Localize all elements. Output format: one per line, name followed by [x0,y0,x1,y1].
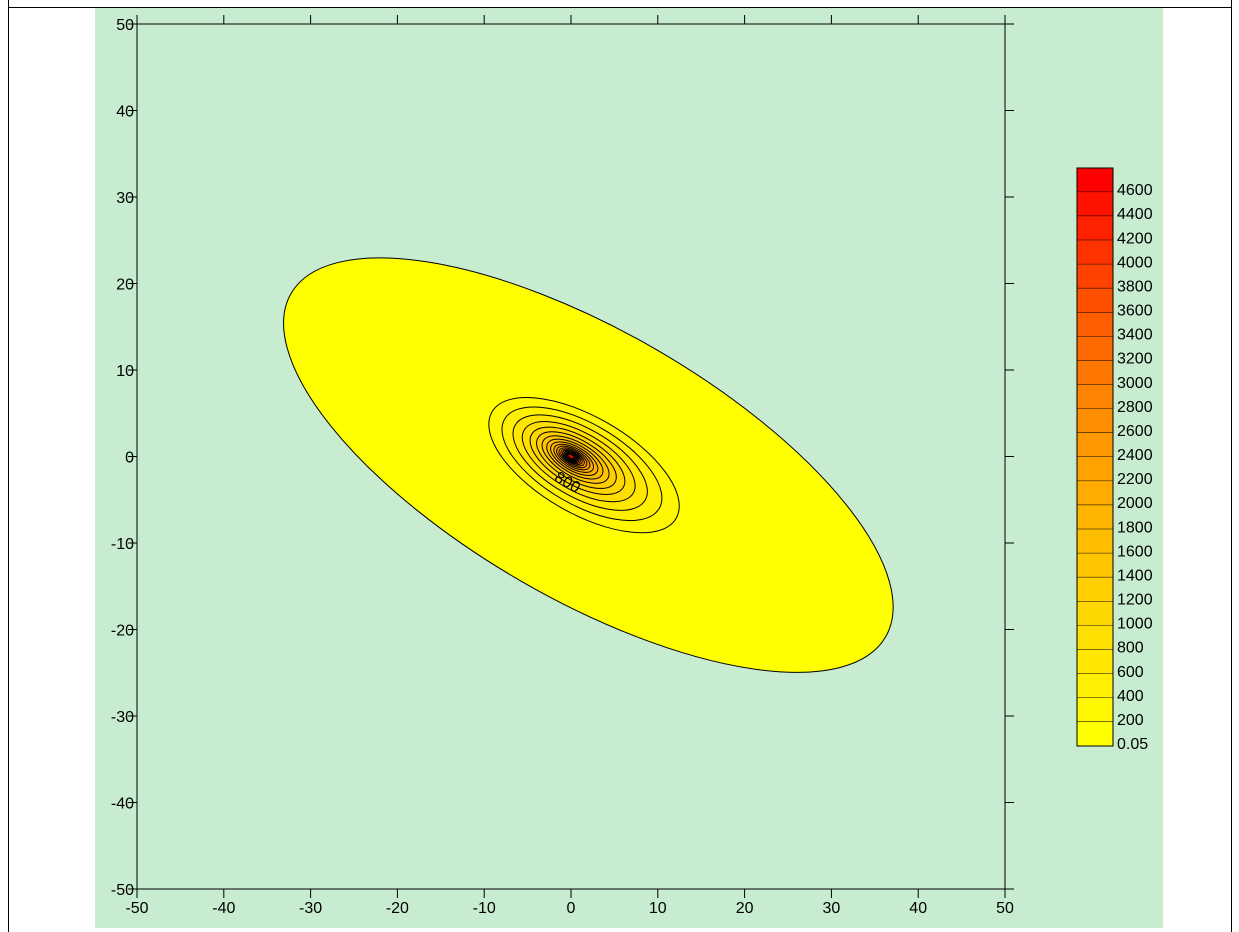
x-tick-label: 0 [567,900,576,917]
colorbar-label: 1600 [1117,543,1153,560]
colorbar-label: 1000 [1117,616,1153,633]
colorbar-swatch [1077,601,1113,626]
y-tick-label: 10 [116,363,134,380]
colorbar-label: 2200 [1117,471,1153,488]
colorbar-frame [1076,167,1114,747]
colorbar-swatch [1077,529,1113,554]
y-tick-label: 50 [116,17,134,34]
colorbar-swatch [1077,216,1113,241]
colorbar-label: 800 [1117,640,1144,657]
colorbar-swatch [1077,408,1113,433]
x-tick-label: 30 [823,900,841,917]
colorbar-label: 1200 [1117,592,1153,609]
y-tick-label: -20 [111,623,134,640]
x-tick-label: -40 [212,900,235,917]
colorbar-swatch [1077,288,1113,313]
colorbar-swatch [1077,336,1113,361]
y-tick-label: 0 [125,450,134,467]
colorbar-label: 3800 [1117,278,1153,295]
colorbar-label: 4600 [1117,182,1153,199]
x-tick-label: 50 [996,900,1014,917]
colorbar-label: 2400 [1117,447,1153,464]
y-tick-label: -40 [111,796,134,813]
colorbar-label: 2000 [1117,495,1153,512]
colorbar-swatch [1077,697,1113,722]
x-tick-label: -50 [125,900,148,917]
colorbar-swatch [1077,721,1113,746]
y-tick-label: 30 [116,190,134,207]
colorbar-swatch [1077,625,1113,650]
colorbar-label: 4400 [1117,206,1153,223]
colorbar-label: 3600 [1117,303,1153,320]
page-frame-top [8,7,1232,8]
peak-marker [567,454,575,459]
colorbar-label: 200 [1117,712,1144,729]
colorbar-swatch [1077,481,1113,506]
x-tick-label: -20 [386,900,409,917]
colorbar-label: 1400 [1117,567,1153,584]
colorbar-label: 3200 [1117,351,1153,368]
y-tick-label: -50 [111,882,134,899]
colorbar-label: 3000 [1117,375,1153,392]
colorbar-swatch [1077,384,1113,409]
colorbar-swatch [1077,192,1113,217]
colorbar-swatch [1077,457,1113,482]
colorbar: 4600 4400 4200 4000 3800 3600 3400 3200 3000 2800… [1076,167,1153,753]
x-tick-label: 10 [649,900,667,917]
y-tick-label: -10 [111,536,134,553]
colorbar-swatch [1077,360,1113,385]
colorbar-label: 4200 [1117,230,1153,247]
colorbar-label: 2600 [1117,423,1153,440]
x-tick-label: 20 [736,900,754,917]
y-tick-label: 20 [116,277,134,294]
colorbar-swatch [1077,264,1113,289]
page-frame-right [1231,0,1232,932]
colorbar-swatch [1077,577,1113,602]
colorbar-label: 0.05 [1117,736,1148,753]
y-tick-label: 40 [116,104,134,121]
colorbar-swatch [1077,312,1113,337]
colorbar-label: 4000 [1117,254,1153,271]
x-tick-label: 40 [909,900,927,917]
axis-ticks [128,15,1014,898]
x-tick-label: -10 [473,900,496,917]
y-axis-tick-labels: -50 -40 -30 -20 -10 0 10 20 30 40 50 [111,17,134,899]
colorbar-swatch [1077,240,1113,265]
page-frame-left [8,0,9,932]
x-axis-tick-labels: -50 -40 -30 -20 -10 0 10 20 30 40 50 [125,900,1014,917]
colorbar-swatch [1077,553,1113,578]
colorbar-label: 2800 [1117,399,1153,416]
colorbar-label: 3400 [1117,327,1153,344]
contour-layer [283,257,894,673]
x-tick-label: -30 [299,900,322,917]
colorbar-swatch [1077,673,1113,698]
y-tick-label: -30 [111,709,134,726]
colorbar-label: 400 [1117,688,1144,705]
colorbar-swatch [1077,649,1113,674]
colorbar-swatch [1077,432,1113,457]
colorbar-swatch [1077,505,1113,530]
colorbar-label: 1800 [1117,519,1153,536]
colorbar-label: 600 [1117,664,1144,681]
colorbar-swatch [1077,168,1113,193]
